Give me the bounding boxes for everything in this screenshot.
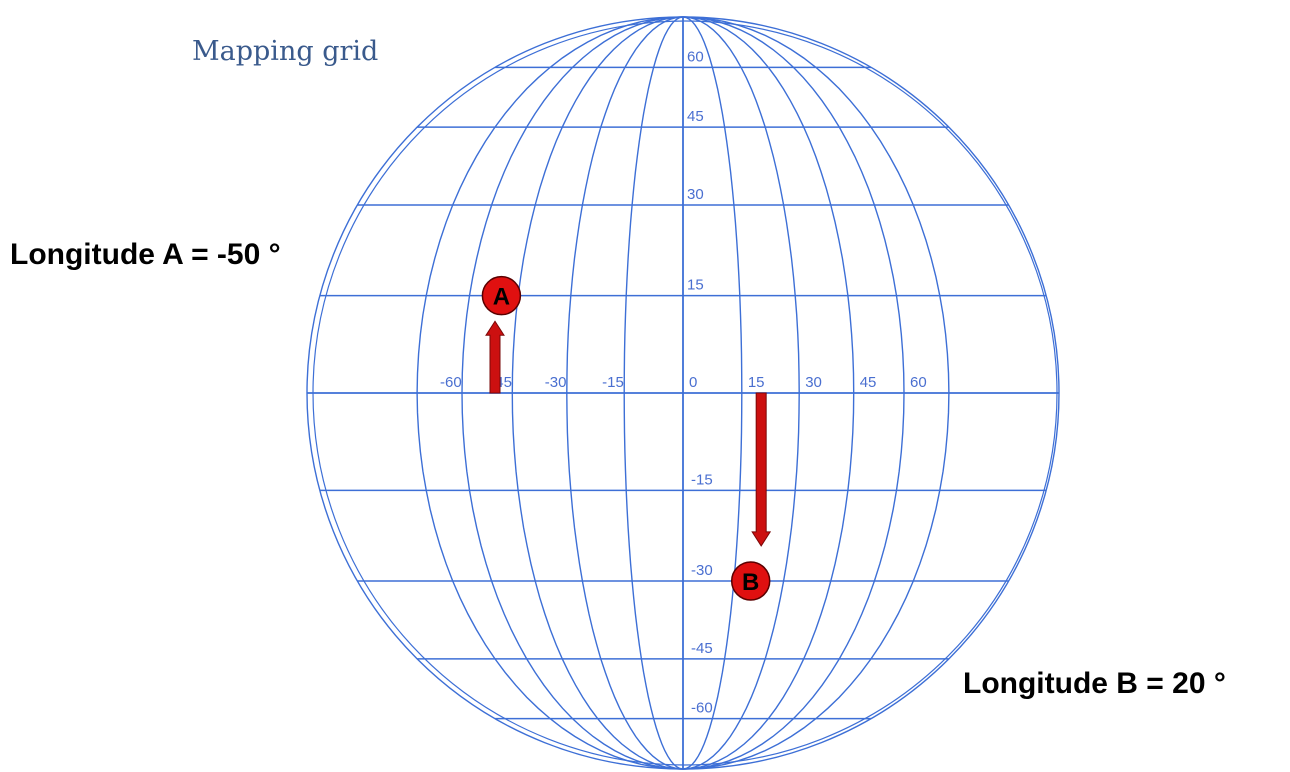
callout-longitude-a: Longitude A = -50 ° (10, 238, 281, 271)
meridian-45 (682, 16, 855, 770)
tick-labels: -60 -45 -30 -15 0 15 30 45 6060453015-15-30-45-6… (440, 48, 927, 716)
latitude-tick--15: -15 (691, 471, 713, 488)
marker-a-label: A (493, 284, 510, 311)
meridian--15 (623, 16, 684, 770)
markers: AB (481, 275, 771, 601)
meridian--30 (566, 16, 684, 770)
marker-a: A (481, 275, 522, 316)
marker-a-dot (481, 275, 522, 316)
latitude-tick-45: 45 (687, 108, 704, 125)
arrow-b (751, 392, 772, 547)
marker-b-label: B (742, 569, 759, 596)
latitude-tick--30: -30 (691, 562, 713, 579)
longitude-tick-15: 15 (748, 374, 765, 391)
latitude-tick--60: -60 (691, 700, 713, 717)
marker-b: B (730, 561, 771, 601)
marker-b-dot (730, 561, 771, 601)
grid-lines (306, 16, 1060, 770)
meridian--75 (416, 16, 684, 770)
longitude-tick-30: 30 (805, 374, 822, 391)
latitude-tick--45: -45 (691, 640, 713, 657)
latitude-tick-60: 60 (687, 48, 704, 65)
longitude-tick--60: -60 (440, 374, 462, 391)
arrow-a (485, 320, 505, 394)
longitude-tick--30: -30 (545, 374, 567, 391)
meridian--45 (511, 16, 684, 770)
latitude-tick-30: 30 (687, 186, 704, 203)
latitude-tick-15: 15 (687, 277, 704, 294)
meridian-60 (682, 16, 905, 770)
meridian-75 (682, 16, 950, 770)
callout-longitude-b: Longitude B = 20 ° (963, 667, 1226, 700)
longitude-tick-60: 60 (910, 374, 927, 391)
longitude-tick-45: 45 (860, 374, 877, 391)
diagram-title: Mapping grid (192, 36, 379, 67)
meridian--60 (461, 16, 684, 770)
meridian-30 (682, 16, 800, 770)
longitude-tick--15: -15 (602, 374, 624, 391)
meridian-15 (682, 16, 743, 770)
arrows (485, 320, 772, 547)
longitude-tick-0: 0 (689, 374, 697, 391)
